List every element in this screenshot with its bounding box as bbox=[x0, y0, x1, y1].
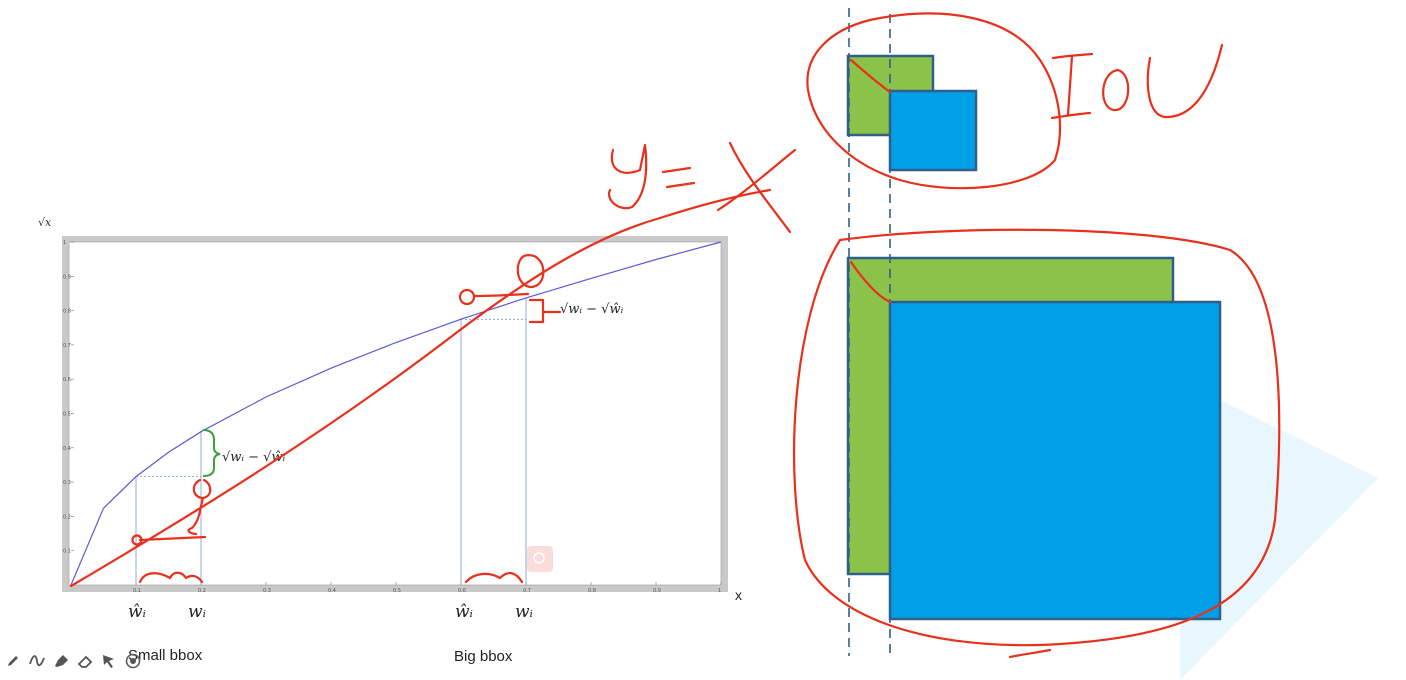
ink-small-corner-stroke bbox=[849, 58, 892, 94]
y-tick-label: 0.3 bbox=[63, 480, 71, 486]
curve-icon[interactable] bbox=[28, 652, 46, 670]
big-bbox-caption: Big bbox bbox=[454, 648, 513, 665]
ink-big-corner-stroke bbox=[849, 260, 892, 304]
y-tick-label: 0.2 bbox=[63, 514, 71, 520]
y-tick-label: 0.6 bbox=[63, 377, 71, 383]
record-icon[interactable] bbox=[124, 652, 142, 670]
eraser-icon[interactable] bbox=[76, 652, 94, 670]
big-gap-annotation: √wᵢ − √ŵᵢ bbox=[560, 302, 624, 317]
ink-big-box-loop bbox=[792, 228, 1281, 647]
y-tick-label: 0.9 bbox=[63, 274, 71, 280]
x-tick-label: 0.6 bbox=[458, 588, 466, 594]
ink-loop-tail bbox=[1008, 648, 1052, 659]
x-tick-label: 0.9 bbox=[653, 588, 661, 594]
ink-letter-u bbox=[1146, 43, 1224, 119]
big-w-label: wᵢ bbox=[515, 602, 533, 622]
y-tick-label: 0.8 bbox=[63, 309, 71, 315]
ink-big-w-loop bbox=[516, 254, 545, 289]
y-tick-label: 0.7 bbox=[63, 343, 71, 349]
iou-boxes bbox=[846, 8, 1222, 656]
plot-area bbox=[68, 241, 722, 586]
x-tick-label: 0.1 bbox=[133, 588, 141, 594]
ink-big-gap-bracket bbox=[528, 298, 562, 324]
x-tick-label: 0.5 bbox=[393, 588, 401, 594]
ink-y-equals-x-text bbox=[607, 141, 797, 234]
y-tick-label: 0.4 bbox=[63, 446, 71, 452]
y-tick-label: 0.5 bbox=[63, 412, 71, 418]
ink-small-w-loop bbox=[187, 478, 212, 536]
ink-big-pointer-line bbox=[472, 292, 530, 298]
small-bbox-caption: Small bbox bbox=[128, 647, 203, 664]
pen-icon[interactable] bbox=[4, 652, 22, 670]
zoom-lens bbox=[533, 552, 545, 564]
ink-letter-y bbox=[607, 143, 648, 210]
ink-letter-i bbox=[1050, 52, 1094, 120]
x-tick-label: 0.2 bbox=[198, 588, 206, 594]
y-tick-labels: 0.1 0.2 0.3 0.4 0.5 0.6 0.7 0.8 0.9 1 bbox=[63, 240, 74, 555]
ink-equals-sign bbox=[661, 166, 696, 189]
x-axis-label: x bbox=[735, 587, 742, 603]
annotation-toolbar bbox=[4, 652, 142, 670]
x-tick-label: 0.3 bbox=[263, 588, 271, 594]
y-axis-symbol: √x bbox=[38, 216, 52, 229]
x-tick-label: 1 bbox=[718, 588, 721, 594]
sqrt-curve bbox=[70, 241, 722, 586]
small-gap-brace bbox=[202, 429, 221, 477]
pointer-icon[interactable] bbox=[100, 652, 118, 670]
x-tick-label: 0.7 bbox=[523, 588, 531, 594]
sqrt-chart: √x x 0.1 0.2 0.3 0.4 0.5 0.6 0.7 0.8 0.9 1 0.1 0.2… bbox=[38, 216, 742, 665]
ink-small-brace bbox=[138, 571, 204, 584]
ink-y-equals-x-line bbox=[69, 188, 772, 588]
big-w-hat-label: ŵᵢ bbox=[455, 602, 473, 622]
x-tick-label: 0.8 bbox=[588, 588, 596, 594]
ink-iou-text bbox=[1050, 43, 1224, 120]
ink-letter-x bbox=[716, 141, 797, 234]
y-tick-label: 0.1 bbox=[63, 549, 71, 555]
highlighter-icon[interactable] bbox=[52, 652, 70, 670]
zoom-icon[interactable] bbox=[527, 546, 553, 572]
handwritten-annotations bbox=[69, 12, 1281, 659]
ink-big-brace bbox=[464, 572, 524, 584]
small-w-label: wᵢ bbox=[188, 602, 206, 622]
big-blue-box bbox=[888, 300, 1222, 621]
small-blue-box bbox=[888, 89, 978, 172]
x-tick-label: 0.4 bbox=[328, 588, 336, 594]
ink-small-pointer-line bbox=[138, 535, 207, 542]
ink-small-box-loop bbox=[806, 12, 1062, 190]
y-tick-label: 1 bbox=[63, 240, 66, 246]
play-watermark-icon bbox=[1180, 380, 1378, 680]
small-w-hat-label: ŵᵢ bbox=[128, 602, 146, 622]
small-gap-annotation: √wᵢ − √ŵᵢ bbox=[222, 450, 286, 465]
ink-letter-o bbox=[1102, 68, 1130, 112]
